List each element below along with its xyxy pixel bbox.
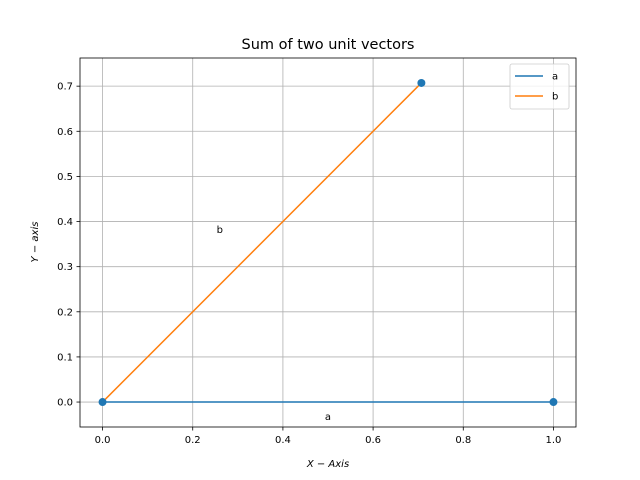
- y-axis-label: Y − axis: [30, 222, 41, 263]
- x-tick-label: 0.4: [275, 435, 291, 446]
- annotations: ab: [217, 225, 331, 423]
- grid: [80, 58, 576, 427]
- chart-title: Sum of two unit vectors: [242, 37, 415, 53]
- y-tick-label: 0.5: [57, 172, 73, 183]
- series-layer: [102, 82, 554, 403]
- y-tick-label: 0.0: [57, 398, 73, 409]
- points-layer: [98, 78, 558, 407]
- data-point: [98, 398, 107, 407]
- annotation-a: a: [325, 412, 331, 423]
- x-axis-label: X − Axis: [306, 459, 349, 470]
- x-tick-label: 1.0: [546, 435, 562, 446]
- plot-frame: [79, 57, 577, 428]
- ticks: 0.0 0.2 0.4 0.6 0.8 1.0 0.0 0.1 0.2 0.3 0.4 0.5 0.6 0…: [57, 82, 561, 446]
- x-tick-label: 0.0: [95, 435, 111, 446]
- annotation-b: b: [217, 225, 223, 236]
- x-tick-label: 0.8: [455, 435, 471, 446]
- legend-label-b: b: [552, 92, 558, 103]
- legend-box: [509, 63, 570, 110]
- y-tick-label: 0.4: [57, 217, 73, 228]
- data-point: [549, 398, 558, 407]
- data-point: [417, 78, 426, 87]
- y-tick-label: 0.3: [57, 262, 73, 273]
- y-tick-label: 0.1: [57, 352, 73, 363]
- y-tick-label: 0.6: [57, 127, 73, 138]
- legend: ab: [509, 63, 570, 110]
- legend-label-a: a: [552, 72, 558, 83]
- series-line-b: [102, 82, 422, 403]
- x-tick-label: 0.6: [365, 435, 381, 446]
- y-tick-label: 0.7: [57, 82, 73, 93]
- x-tick-label: 0.2: [185, 435, 201, 446]
- y-tick-label: 0.2: [57, 307, 73, 318]
